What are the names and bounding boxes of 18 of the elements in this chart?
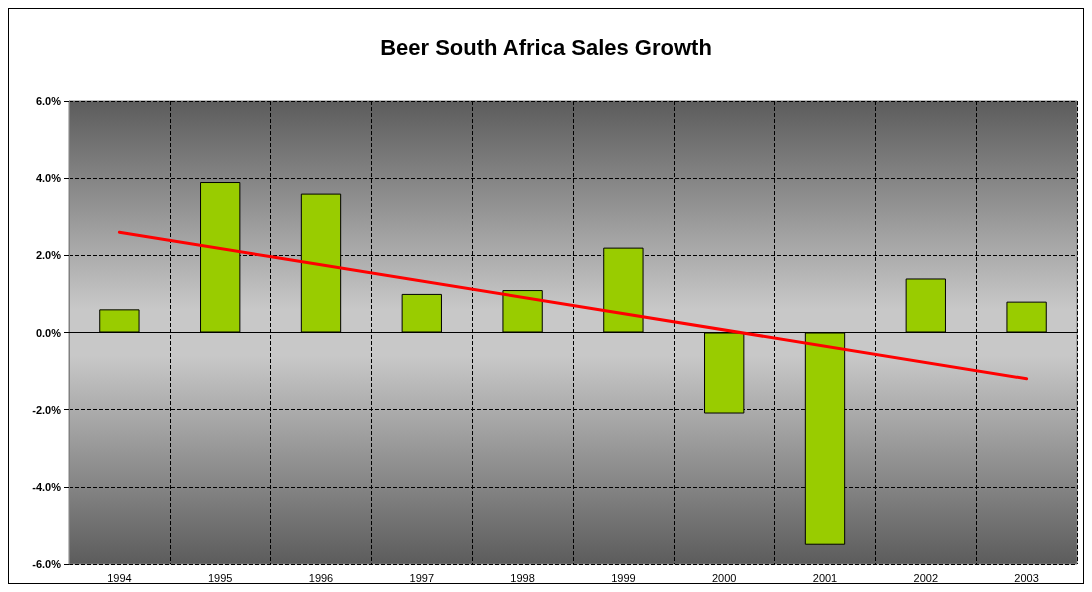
y-tick-label: 4.0% xyxy=(35,172,62,185)
x-tick-label: 1997 xyxy=(409,571,435,584)
x-tick-label: 2001 xyxy=(812,571,838,584)
x-tick-label: 2002 xyxy=(913,571,939,584)
x-tick-label: 1998 xyxy=(510,571,535,584)
chart-title: Beer South Africa Sales Growth xyxy=(380,34,712,60)
x-tick-label: 2003 xyxy=(1014,571,1039,584)
y-tick-label: -6.0% xyxy=(32,558,62,570)
y-tick-label: 0.0% xyxy=(35,326,62,339)
y-tick-label: -2.0% xyxy=(32,403,62,416)
y-tick-label: 2.0% xyxy=(35,249,62,262)
x-tick-label: 2000 xyxy=(711,571,737,584)
y-tick-label: -4.0% xyxy=(32,480,62,493)
y-tick-label: 6.0% xyxy=(35,95,62,107)
x-tick-label: 1995 xyxy=(207,571,233,584)
x-tick-label: 1994 xyxy=(107,571,132,584)
x-tick-label: 1999 xyxy=(611,571,636,584)
x-tick-label: 1996 xyxy=(308,571,334,584)
